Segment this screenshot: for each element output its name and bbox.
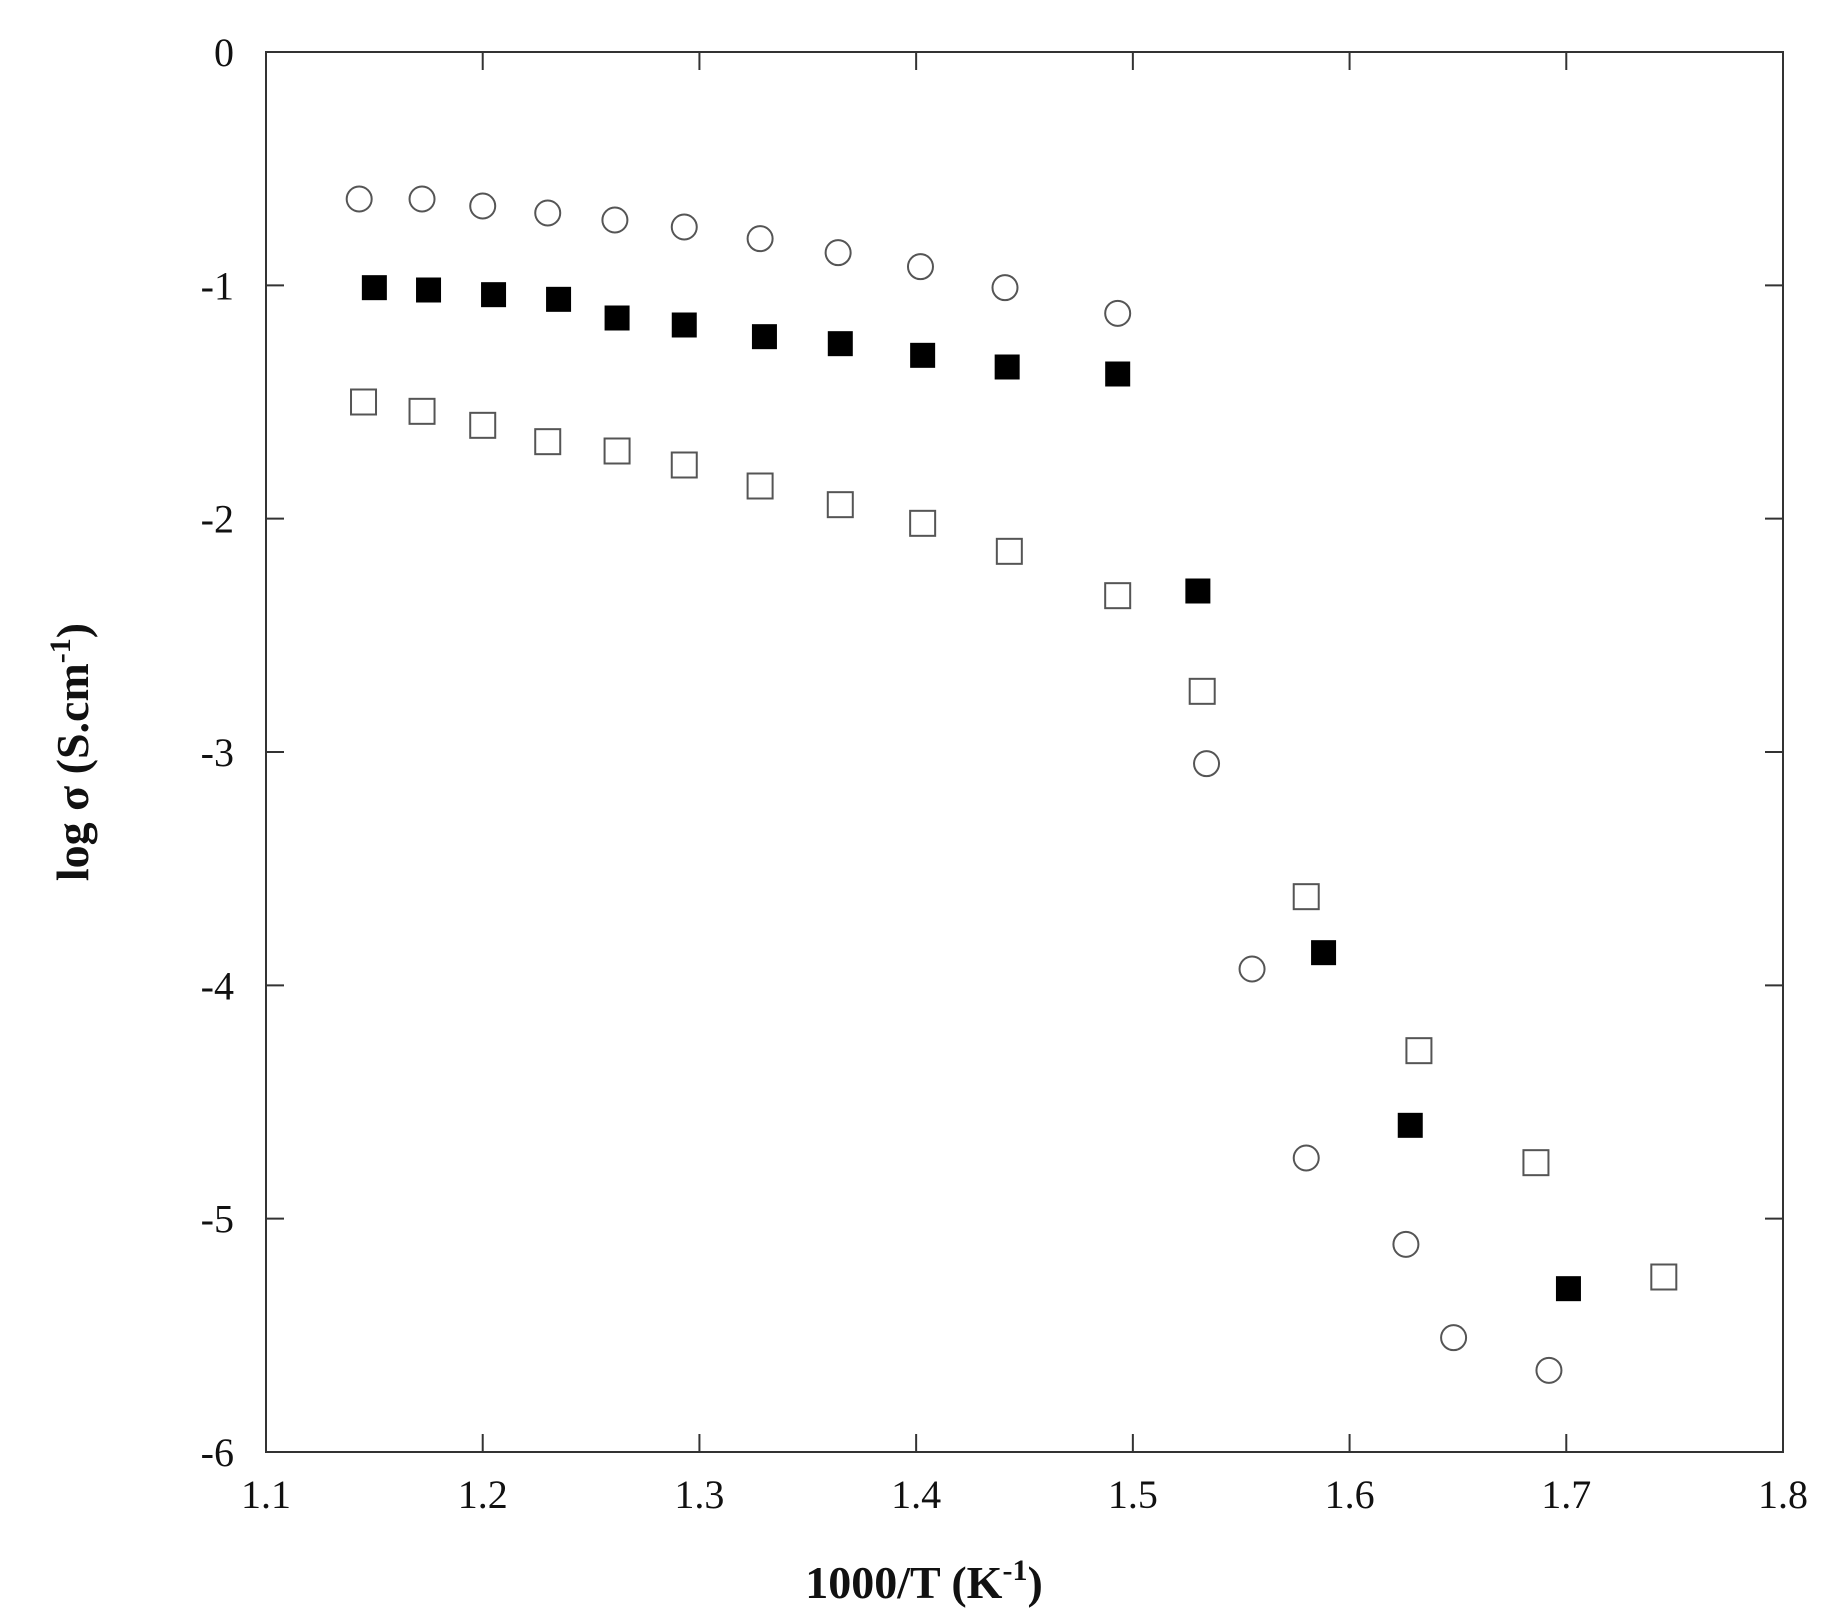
data-point-filled-square: [994, 354, 1020, 380]
data-point-circle: [1104, 299, 1132, 327]
data-points: [345, 185, 1678, 1384]
axis-tick-labels: 1.1 1.2 1.3 1.4 1.5 1.6 1.7 1.8 0 -1 -2 -3 -4 -5 -6: [201, 30, 1808, 1517]
y-tick-label: -4: [201, 963, 234, 1008]
y-tick-label: -6: [201, 1430, 234, 1475]
data-point-circle: [1292, 1144, 1320, 1172]
data-point-filled-square: [604, 305, 630, 331]
data-point-filled-square: [827, 331, 853, 357]
data-point-filled-square: [361, 275, 387, 301]
data-point-open-square: [995, 537, 1023, 565]
axis-ticks: [265, 51, 1784, 1453]
data-point-open-square: [469, 411, 497, 439]
x-tick-label: 1.7: [1541, 1472, 1591, 1517]
plot-frame: [265, 51, 1784, 1453]
data-point-circle: [408, 185, 436, 213]
x-axis-title: 1000/T (K-1): [805, 1554, 1043, 1608]
data-point-filled-square: [416, 277, 442, 303]
data-point-circle: [601, 206, 629, 234]
x-tick-label: 1.2: [458, 1472, 508, 1517]
data-point-circle: [670, 213, 698, 241]
data-point-open-square: [670, 451, 698, 479]
data-point-filled-square: [1397, 1112, 1423, 1138]
series-2: [361, 275, 1581, 1302]
x-tick-label: 1.5: [1108, 1472, 1158, 1517]
data-point-filled-square: [1105, 361, 1131, 387]
data-point-filled-square: [751, 324, 777, 350]
data-point-circle: [746, 225, 774, 253]
x-tick-label: 1.8: [1758, 1472, 1808, 1517]
x-tick-label: 1.3: [674, 1472, 724, 1517]
data-point-circle: [1193, 750, 1221, 778]
data-point-circle: [469, 192, 497, 220]
data-point-filled-square: [671, 312, 697, 338]
series-3: [350, 388, 1678, 1291]
x-tick-label: 1.6: [1325, 1472, 1375, 1517]
y-tick-label: -2: [201, 497, 234, 542]
data-point-open-square: [1650, 1263, 1678, 1291]
data-point-circle: [1392, 1230, 1420, 1258]
data-point-circle: [345, 185, 373, 213]
y-axis-title: log σ (S.cm-1): [44, 623, 98, 881]
data-point-open-square: [1188, 677, 1216, 705]
data-point-open-square: [603, 437, 631, 465]
y-tick-label: -3: [201, 730, 234, 775]
y-tick-label: -5: [201, 1197, 234, 1242]
data-point-circle: [991, 274, 1019, 302]
data-point-circle: [1238, 955, 1266, 983]
data-point-circle: [906, 253, 934, 281]
data-point-filled-square: [546, 286, 572, 312]
data-point-open-square: [408, 397, 436, 425]
data-point-filled-square: [481, 282, 507, 308]
data-point-circle: [824, 239, 852, 267]
data-point-open-square: [1292, 883, 1320, 911]
data-point-open-square: [746, 472, 774, 500]
data-point-open-square: [909, 509, 937, 537]
data-point-filled-square: [1311, 940, 1337, 966]
data-point-open-square: [1104, 582, 1132, 610]
data-point-open-square: [534, 428, 562, 456]
data-point-circle: [534, 199, 562, 227]
data-point-open-square: [1405, 1037, 1433, 1065]
x-tick-label: 1.1: [241, 1472, 291, 1517]
data-point-circle: [1440, 1324, 1468, 1352]
data-point-open-square: [350, 388, 378, 416]
data-point-circle: [1535, 1356, 1563, 1384]
data-point-filled-square: [1185, 578, 1211, 604]
y-tick-label: 0: [214, 30, 234, 75]
data-point-open-square: [826, 491, 854, 519]
x-tick-label: 1.4: [891, 1472, 941, 1517]
series-1: [345, 185, 1563, 1384]
y-tick-label: -1: [201, 263, 234, 308]
data-point-filled-square: [1555, 1276, 1581, 1302]
data-point-filled-square: [910, 342, 936, 368]
data-point-open-square: [1522, 1149, 1550, 1177]
